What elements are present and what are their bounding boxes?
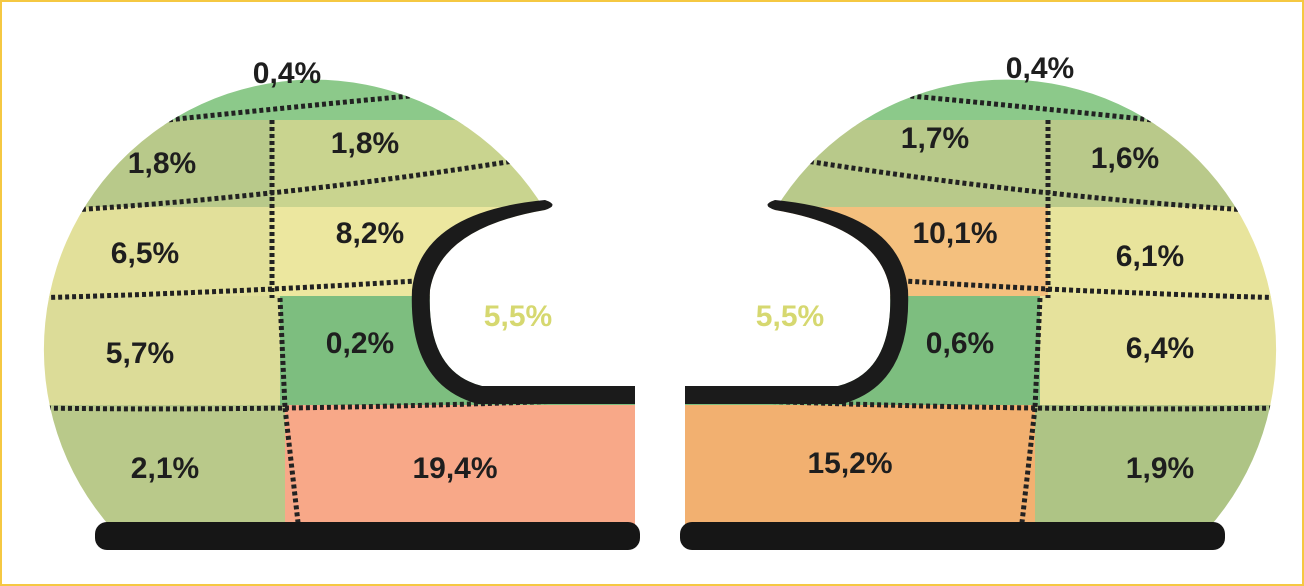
zone-label: 19,4% (412, 452, 497, 485)
zone-label: 0,2% (326, 327, 394, 360)
zone-label: 0,6% (926, 327, 994, 360)
zone-label: 0,4% (1006, 52, 1074, 85)
zone-label: 15,2% (807, 447, 892, 480)
zone-label: 1,7% (901, 122, 969, 155)
zone-label: 8,2% (336, 217, 404, 250)
zone-label: 2,1% (131, 452, 199, 485)
zone-label: 1,8% (128, 147, 196, 180)
opening-label: 5,5% (756, 300, 824, 333)
zone-label: 1,9% (1126, 452, 1194, 485)
zone-label: 10,1% (912, 217, 997, 250)
zone-label: 6,5% (111, 237, 179, 270)
zone-label: 6,4% (1126, 332, 1194, 365)
zone-label: 1,6% (1091, 142, 1159, 175)
zone-label: 5,7% (106, 337, 174, 370)
zone-label: 6,1% (1116, 240, 1184, 273)
right-labels: 0,4% 1,7% 1,6% 10,1% 6,1% 0,6% 6,4% 15,2… (756, 52, 1194, 485)
opening-label: 5,5% (484, 300, 552, 333)
left-labels: 0,4% 1,8% 1,8% 6,5% 8,2% 5,7% 0,2% 2,1% … (106, 57, 552, 485)
zone-label: 1,8% (331, 127, 399, 160)
zone-label: 0,4% (253, 57, 321, 90)
